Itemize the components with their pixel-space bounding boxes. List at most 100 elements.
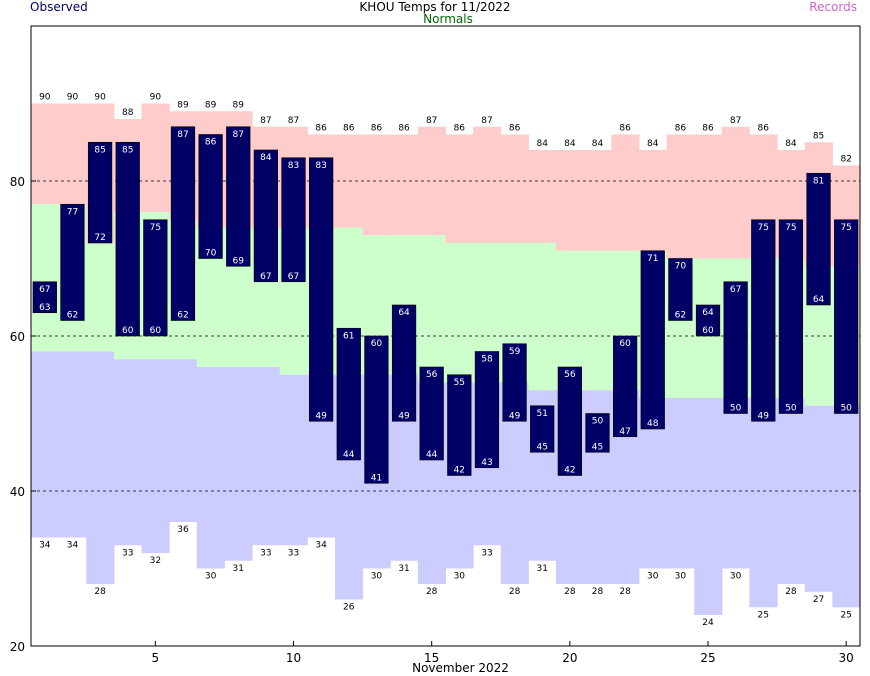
record-low-label: 28 [592,587,604,597]
record-high-label: 84 [592,139,604,149]
observed-high-label: 84 [260,153,272,163]
chart-title: KHOU Temps for 11/2022 [359,0,511,14]
record-high-band [362,134,391,236]
record-high-label: 84 [647,139,659,149]
observed-high-label: 70 [675,262,687,272]
record-low-band [832,405,861,608]
observed-low-label: 62 [177,311,188,321]
observed-high-label: 56 [564,370,576,380]
record-low-label: 28 [564,587,576,597]
observed-low-label: 49 [509,411,521,421]
record-low-band [169,359,198,522]
observed-high-label: 87 [177,130,188,140]
record-high-label: 84 [785,139,797,149]
observed-low-label: 50 [730,404,742,414]
observed-bar [668,258,693,321]
observed-low-label: 72 [94,233,105,243]
observed-low-label: 62 [675,311,686,321]
observed-high-label: 87 [233,130,244,140]
record-low-label: 34 [315,541,327,551]
observed-bar [87,141,113,244]
observed-low-label: 60 [702,326,714,336]
record-high-band [473,126,502,243]
record-low-band [58,351,87,538]
observed-bar [364,335,389,484]
observed-high-label: 55 [454,378,465,388]
observed-high-label: 56 [426,370,438,380]
observed-low-label: 70 [205,249,217,259]
observed-high-label: 59 [509,347,521,357]
records-legend-label: Records [809,0,857,14]
x-tick-label: 15 [424,651,439,665]
record-high-label: 87 [288,116,299,126]
record-low-label: 25 [840,610,851,620]
record-low-label: 33 [288,548,299,558]
observed-high-label: 64 [702,308,714,318]
record-high-band [58,103,87,205]
record-low-band [113,359,143,546]
record-high-label: 86 [702,124,714,134]
record-low-label: 24 [702,618,714,628]
record-low-label: 27 [813,595,824,605]
observed-high-label: 75 [758,223,769,233]
record-low-label: 28 [426,587,438,597]
record-high-label: 90 [150,93,162,103]
record-high-label: 89 [205,100,217,110]
observed-low-label: 49 [315,411,327,421]
observed-low-label: 60 [122,326,134,336]
observed-high-label: 64 [398,308,410,318]
observed-high-label: 51 [536,409,547,419]
x-tick-label: 10 [286,651,301,665]
record-high-label: 87 [260,116,271,126]
record-high-label: 86 [758,124,770,134]
observed-bar [834,219,859,414]
observed-low-label: 69 [233,256,245,266]
observed-bar [447,374,472,476]
observed-high-label: 83 [288,161,299,171]
observed-bar [585,413,610,453]
record-high-band [390,134,419,236]
observed-bar [60,203,85,321]
record-high-label: 86 [398,124,410,134]
record-high-band [528,150,557,243]
record-low-band [31,351,60,538]
record-high-label: 84 [536,139,548,149]
record-high-label: 85 [813,131,824,141]
observed-bar [530,405,555,453]
record-low-label: 28 [94,587,106,597]
record-high-band [694,134,723,259]
observed-bar [806,172,831,306]
normal-band [528,243,557,391]
observed-bar [419,366,444,461]
record-high-band [638,150,668,251]
normal-band [31,204,60,352]
observed-high-label: 85 [94,145,105,155]
observed-low-label: 50 [840,404,852,414]
observed-high-label: 67 [39,285,50,295]
record-low-label: 25 [758,610,769,620]
observed-low-label: 49 [398,411,410,421]
y-tick-label: 40 [10,485,25,499]
record-low-label: 30 [647,572,659,582]
record-low-band [749,398,778,608]
observed-high-label: 83 [315,161,326,171]
observed-bar [612,335,638,438]
observed-bar [170,126,196,321]
observed-low-label: 63 [39,303,50,313]
observed-high-label: 86 [205,138,217,148]
observed-low-label: 49 [758,411,770,421]
observed-high-label: 58 [481,355,493,365]
observed-bar [778,219,804,414]
record-low-band [721,398,750,569]
record-low-label: 31 [398,564,409,574]
record-high-band [141,103,170,212]
x-tick-label: 5 [152,651,160,665]
normal-band [417,235,446,383]
observed-low-label: 45 [536,442,547,452]
record-low-band [279,374,308,546]
record-high-label: 86 [315,124,327,134]
observed-low-label: 67 [288,272,299,282]
observed-low-label: 41 [371,473,382,483]
observed-bar [226,126,251,267]
